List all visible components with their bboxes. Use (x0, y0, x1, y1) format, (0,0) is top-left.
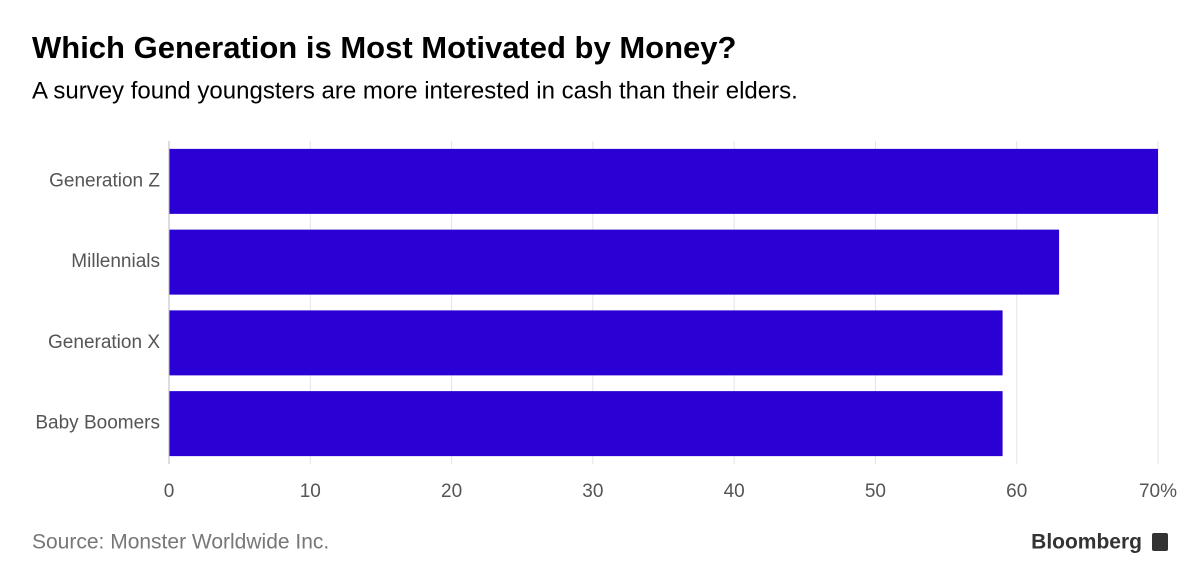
source-note: Source: Monster Worldwide Inc. (32, 531, 329, 554)
bar (169, 229, 1060, 295)
y-tick-label: Generation X (48, 332, 160, 353)
x-tick-label: 30 (582, 481, 603, 502)
x-tick-label: 10 (300, 481, 321, 502)
y-tick-label: Generation Z (49, 170, 160, 191)
brand-icon (1152, 533, 1168, 551)
x-tick-label: 60 (1006, 481, 1027, 502)
brand-logo: Bloomberg (1031, 531, 1142, 554)
bar (169, 310, 1003, 376)
bar (169, 148, 1158, 214)
y-tick-label: Millennials (71, 251, 160, 272)
x-tick-label: 70% (1139, 481, 1177, 502)
chart-subtitle: A survey found youngsters are more inter… (32, 77, 798, 104)
y-tick-label: Baby Boomers (35, 413, 160, 434)
x-tick-label: 40 (724, 481, 745, 502)
x-tick-label: 50 (865, 481, 886, 502)
chart-title: Which Generation is Most Motivated by Mo… (32, 30, 736, 65)
x-tick-label: 20 (441, 481, 462, 502)
bar (169, 391, 1003, 457)
x-tick-label: 0 (164, 481, 175, 502)
